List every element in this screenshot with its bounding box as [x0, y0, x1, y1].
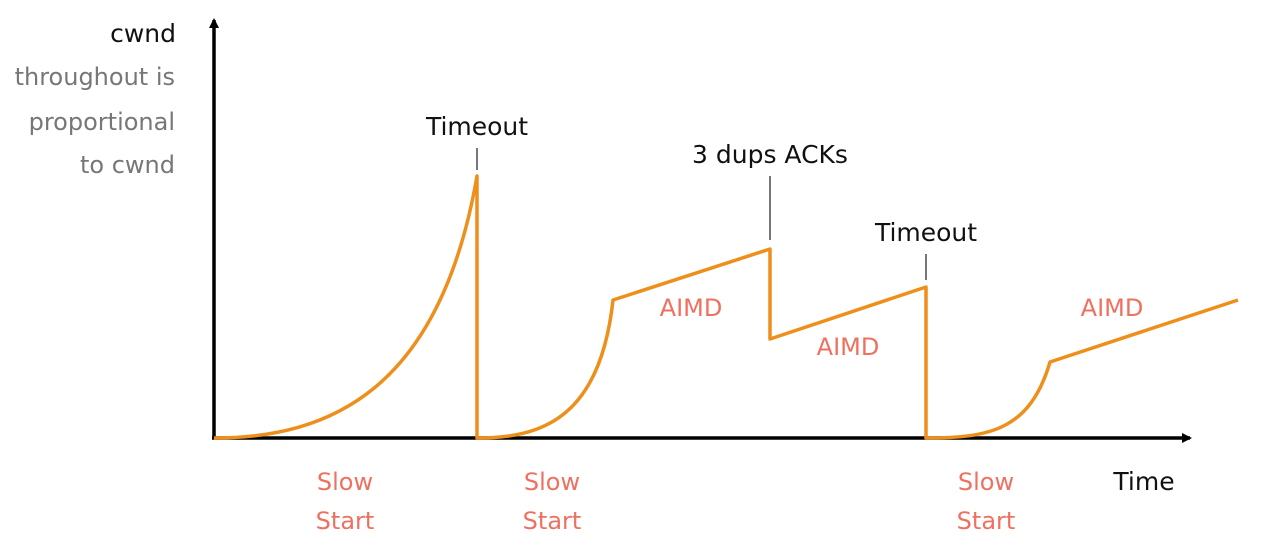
y-axis-label: cwnd: [110, 19, 176, 48]
slow-start-1-line-1: Slow: [317, 468, 373, 496]
aimd-label-3: AIMD: [1081, 294, 1144, 322]
aimd-label-1: AIMD: [660, 294, 723, 322]
aimd-label-2: AIMD: [817, 333, 880, 361]
x-axis-label: Time: [1112, 467, 1174, 496]
slow-start-2-line-1: Slow: [524, 468, 580, 496]
event-label-dup-acks: 3 dups ACKs: [692, 140, 848, 169]
slow-start-3-line-2: Start: [957, 507, 1016, 535]
y-axis-note-line-1: throughout is: [15, 63, 175, 91]
slow-start-1-line-2: Start: [316, 507, 375, 535]
slow-start-3-line-1: Slow: [958, 468, 1014, 496]
slow-start-2-line-2: Start: [523, 507, 582, 535]
event-label-timeout-1: Timeout: [425, 112, 528, 141]
y-axis-note-line-2: proportional: [29, 108, 175, 136]
event-label-timeout-2: Timeout: [874, 218, 977, 247]
cwnd-curve: [213, 174, 1239, 440]
y-axis-note-line-3: to cwnd: [80, 151, 175, 179]
